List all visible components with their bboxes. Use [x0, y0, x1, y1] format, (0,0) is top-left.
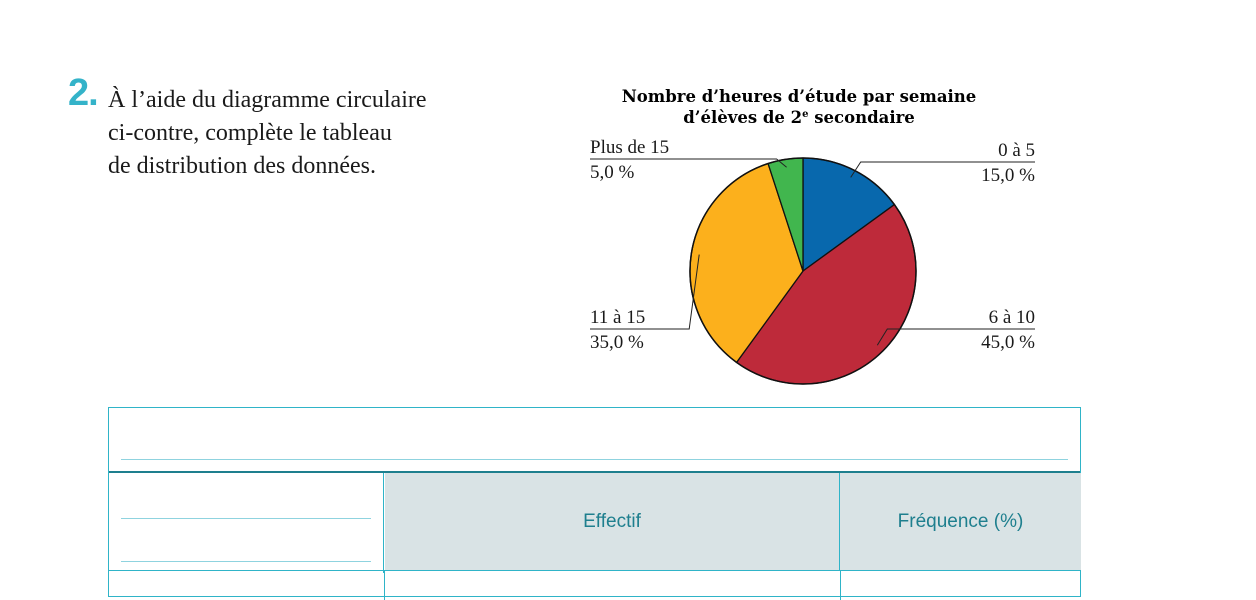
- pie-leader-line: [590, 158, 787, 168]
- pie-percent-label: 35,0 %: [590, 332, 644, 353]
- pie-labels: 0 à 5 15,0 % 6 à 10 45,0 % 11 à 15 35,0 % Plus…: [590, 137, 1035, 353]
- chart-title-line-1: Nombre d’heures d’étude par semaine: [622, 87, 977, 106]
- pie-slices: [689, 157, 917, 385]
- pie-leader-line: [876, 328, 1035, 346]
- table-row-separator: [109, 570, 1080, 571]
- question-line-2: ci-contre, complète le tableau: [108, 120, 392, 146]
- distribution-table: Effectif Fréquence (%): [108, 407, 1081, 600]
- table-title-line[interactable]: [121, 459, 1068, 460]
- pie-category-label: Plus de 15: [590, 137, 669, 158]
- table-header-effectif: Effectif: [385, 473, 840, 570]
- pie-leader-line: [850, 161, 1035, 178]
- question-line-1: À l’aide du diagramme circulaire: [108, 87, 427, 113]
- pie-category-label: 0 à 5: [998, 140, 1035, 161]
- question-text: À l’aide du diagramme circulaire ci-cont…: [108, 84, 508, 183]
- pie-category-label: 6 à 10: [989, 307, 1035, 328]
- question-line-3: de distribution des données.: [108, 153, 376, 179]
- pie-percent-label: 45,0 %: [981, 332, 1035, 353]
- table-header-separator: [109, 471, 1080, 473]
- chart-title-line-2-start: d’élèves de 2: [683, 108, 802, 127]
- pie-leader-line: [590, 254, 700, 330]
- question-number: 2.: [68, 72, 99, 114]
- pie-outline: [689, 157, 917, 385]
- pie-category-label: 11 à 15: [590, 307, 645, 328]
- variable-header-line-1[interactable]: [121, 518, 371, 519]
- pie-percent-label: 5,0 %: [590, 162, 635, 183]
- table-row-divider-1: [384, 570, 385, 600]
- chart-title-line-2: d’élèves de 2e secondaire: [683, 108, 915, 127]
- chart-title-line-2-end: secondaire: [809, 108, 915, 127]
- table-header-frequence: Fréquence (%): [840, 473, 1081, 570]
- pie-percent-label: 15,0 %: [981, 165, 1035, 186]
- variable-header-line-2[interactable]: [121, 561, 371, 562]
- pie-chart: Nombre d’heures d’étude par semaine d’él…: [590, 87, 1035, 385]
- chart-title-superscript: e: [802, 109, 808, 120]
- table-variable-header-cell: [109, 473, 384, 573]
- table-row-divider-2: [840, 570, 841, 600]
